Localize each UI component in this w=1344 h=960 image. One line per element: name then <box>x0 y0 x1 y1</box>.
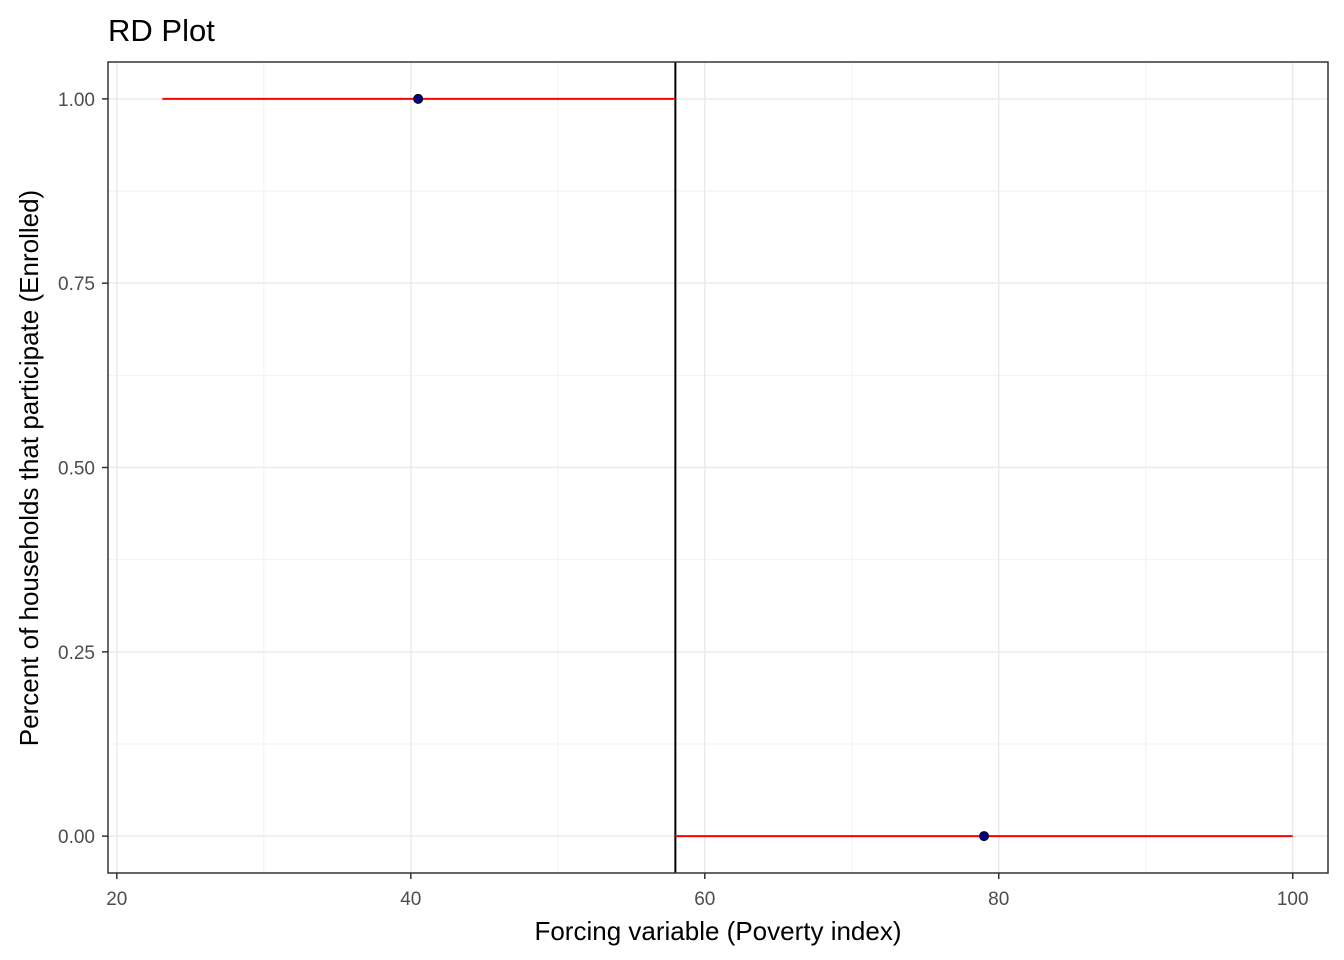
x-tick-label: 40 <box>400 889 421 910</box>
x-tick-label: 80 <box>988 889 1009 910</box>
y-axis-title: Percent of households that participate (… <box>14 190 44 746</box>
x-tick-label: 100 <box>1277 889 1309 910</box>
x-tick-label: 60 <box>694 889 715 910</box>
x-axis-title: Forcing variable (Poverty index) <box>534 916 901 946</box>
data-points <box>413 93 990 842</box>
x-tick-label: 20 <box>106 889 127 910</box>
y-tick-label: 1.00 <box>58 90 95 111</box>
data-point <box>979 831 990 842</box>
data-point <box>413 93 424 104</box>
y-tick-label: 0.00 <box>58 827 95 848</box>
axis-ticks: 20 40 60 80 100 0.00 0.25 0.50 0.75 1.00 <box>58 90 1309 910</box>
y-tick-label: 0.75 <box>58 274 95 295</box>
y-tick-label: 0.50 <box>58 459 95 480</box>
chart-title: RD Plot <box>108 13 215 48</box>
grid <box>108 62 1328 873</box>
y-tick-label: 0.25 <box>58 643 95 664</box>
